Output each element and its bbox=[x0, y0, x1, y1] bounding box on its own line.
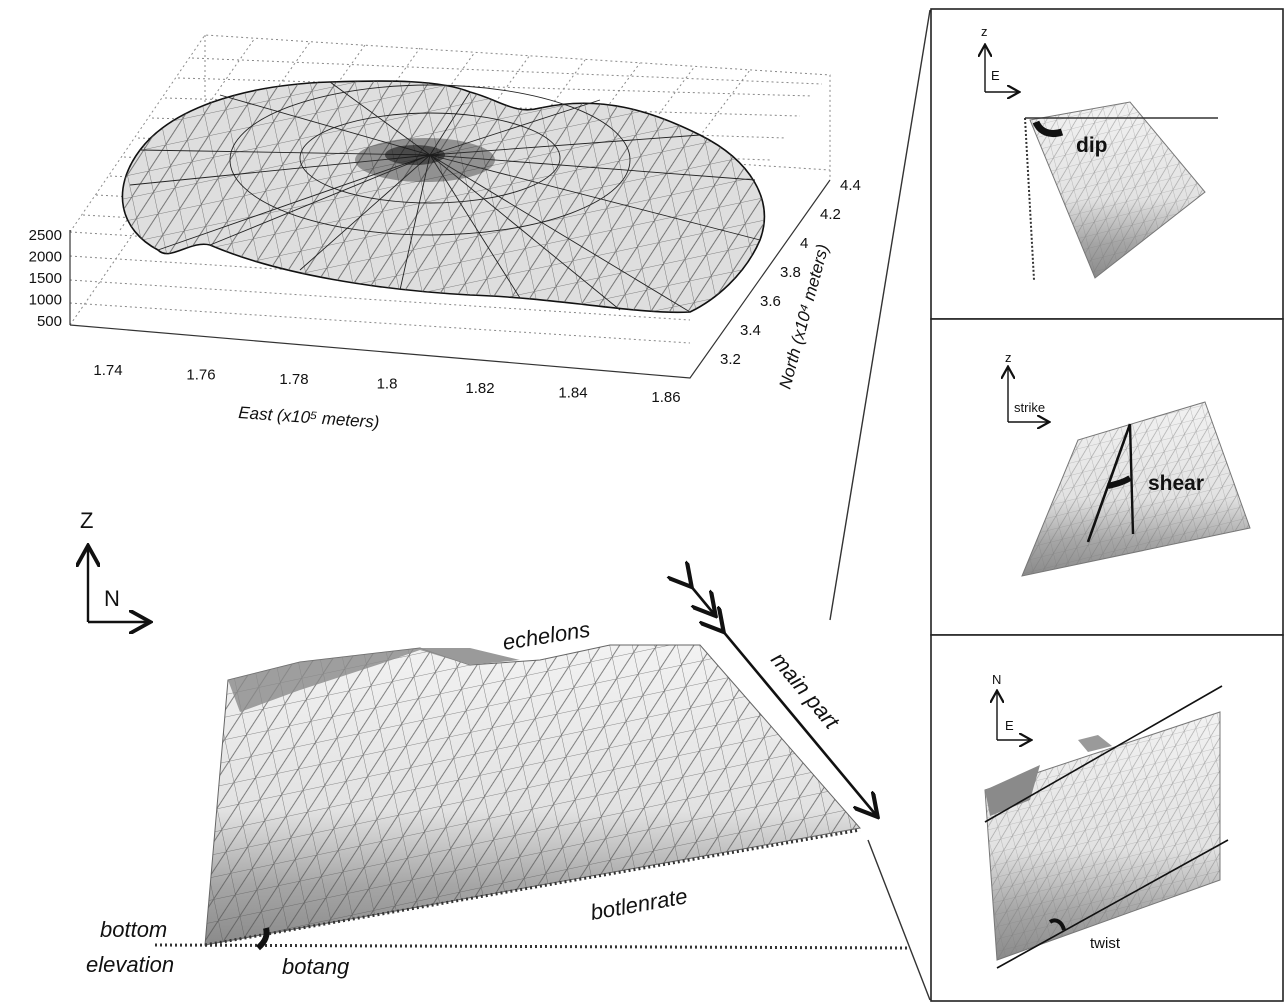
label-main-part: main part bbox=[766, 647, 845, 734]
panel-shear: z strike shear bbox=[930, 318, 1284, 636]
twist-axis-e: E bbox=[1005, 718, 1014, 733]
north-tick-label: 4 bbox=[800, 235, 808, 252]
dip-axis-e: E bbox=[991, 68, 1000, 83]
east-tick-label: 1.86 bbox=[651, 389, 680, 406]
dip-label: dip bbox=[1076, 134, 1108, 157]
z-tick-label: 1000 bbox=[29, 292, 62, 309]
label-echelons: echelons bbox=[501, 616, 592, 654]
fault-mesh-main: Z N echelons main part botlenrate bottom… bbox=[80, 508, 911, 979]
north-axis-ticks: 4.4 4.2 4 3.8 3.6 3.4 3.2 bbox=[720, 177, 861, 368]
main-axes-indicator: Z N bbox=[80, 508, 148, 622]
label-bottom: bottom bbox=[100, 917, 167, 942]
east-tick-label: 1.76 bbox=[186, 367, 215, 384]
shear-label: shear bbox=[1148, 472, 1204, 495]
twist-label: twist bbox=[1090, 935, 1121, 952]
east-tick-label: 1.78 bbox=[279, 371, 308, 388]
z-tick-label: 1500 bbox=[29, 270, 62, 287]
dip-arc bbox=[1032, 120, 1064, 138]
north-tick-label: 4.4 bbox=[840, 177, 861, 194]
north-tick-label: 3.8 bbox=[780, 264, 801, 281]
botang-arc bbox=[255, 927, 270, 951]
shear-arc bbox=[1107, 475, 1132, 489]
north-tick-label: 4.2 bbox=[820, 206, 841, 223]
label-botlenrate: botlenrate bbox=[589, 883, 690, 925]
axis-label-n: N bbox=[104, 586, 120, 611]
twist-axis-n: N bbox=[992, 672, 1001, 687]
label-botang: botang bbox=[282, 954, 350, 979]
east-axis-label: East (x10⁵ meters) bbox=[238, 403, 380, 432]
north-tick-label: 3.4 bbox=[740, 322, 761, 339]
shear-axis-z: z bbox=[1005, 350, 1012, 365]
dip-axis-z: z bbox=[981, 24, 988, 39]
label-elevation: elevation bbox=[86, 952, 174, 977]
z-tick-label: 500 bbox=[37, 313, 62, 330]
mesh-grid bbox=[205, 645, 860, 945]
east-tick-label: 1.84 bbox=[558, 385, 587, 402]
echelon-arrow bbox=[690, 585, 714, 614]
east-tick-label: 1.74 bbox=[93, 362, 122, 379]
main-part-arrow bbox=[722, 630, 876, 815]
z-axis-ticks: 2500 2000 1500 1000 500 bbox=[29, 227, 62, 330]
east-axis-ticks: 1.74 1.76 1.78 1.8 1.82 1.84 1.86 bbox=[93, 362, 680, 406]
north-tick-label: 3.6 bbox=[760, 293, 781, 310]
east-tick-label: 1.8 bbox=[377, 376, 398, 393]
twist-arc bbox=[1048, 918, 1066, 931]
z-tick-label: 2000 bbox=[29, 249, 62, 266]
panel-dip: z E dip bbox=[930, 8, 1284, 320]
map-axes bbox=[69, 179, 831, 379]
terrain-surface bbox=[121, 80, 765, 314]
botlenrate-line bbox=[204, 828, 861, 947]
z-tick-label: 2500 bbox=[29, 227, 62, 244]
echelon-segments bbox=[228, 648, 470, 712]
axis-label-z: Z bbox=[80, 508, 93, 533]
east-tick-label: 1.82 bbox=[465, 380, 494, 397]
connector-lines bbox=[829, 9, 931, 1001]
bottom-elevation-line bbox=[154, 943, 911, 950]
panel-twist: N E twist bbox=[930, 634, 1284, 1002]
north-tick-label: 3.2 bbox=[720, 351, 741, 368]
shear-axis-strike: strike bbox=[1014, 400, 1045, 415]
